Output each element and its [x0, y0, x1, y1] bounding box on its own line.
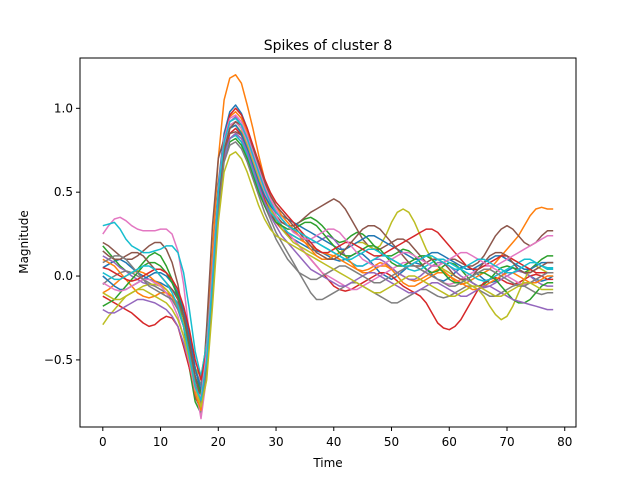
chart-title: Spikes of cluster 8 [264, 38, 393, 54]
y-axis: −0.5 0.0 0.5 1.0 [44, 101, 80, 367]
x-tick-label: 20 [211, 435, 226, 449]
x-tick-label: 40 [326, 435, 341, 449]
x-tick-label: 50 [384, 435, 399, 449]
spike-line-16 [102, 120, 554, 401]
spike-line-19 [102, 151, 554, 408]
spike-line-18 [102, 141, 554, 405]
y-axis-label: Magnitude [17, 210, 31, 274]
spike-line-15 [102, 132, 554, 401]
y-tick-label: 0.5 [54, 185, 73, 199]
y-tick-label: 1.0 [54, 101, 73, 115]
y-tick-label: 0.0 [54, 269, 73, 283]
plot-frame [79, 57, 577, 428]
series-lines [102, 74, 554, 420]
x-tick-label: 0 [99, 435, 107, 449]
y-tick-label: −0.5 [44, 353, 73, 367]
x-axis-label: Time [312, 456, 342, 470]
x-tick-label: 80 [557, 435, 572, 449]
x-tick-label: 60 [442, 435, 457, 449]
spike-line-11 [102, 124, 554, 391]
x-tick-label: 70 [499, 435, 514, 449]
spike-line-20 [102, 117, 554, 401]
x-axis: 0 10 20 30 40 50 60 70 80 [99, 427, 572, 449]
spike-line-6 [102, 131, 554, 411]
x-tick-label: 30 [268, 435, 283, 449]
x-tick-label: 10 [153, 435, 168, 449]
